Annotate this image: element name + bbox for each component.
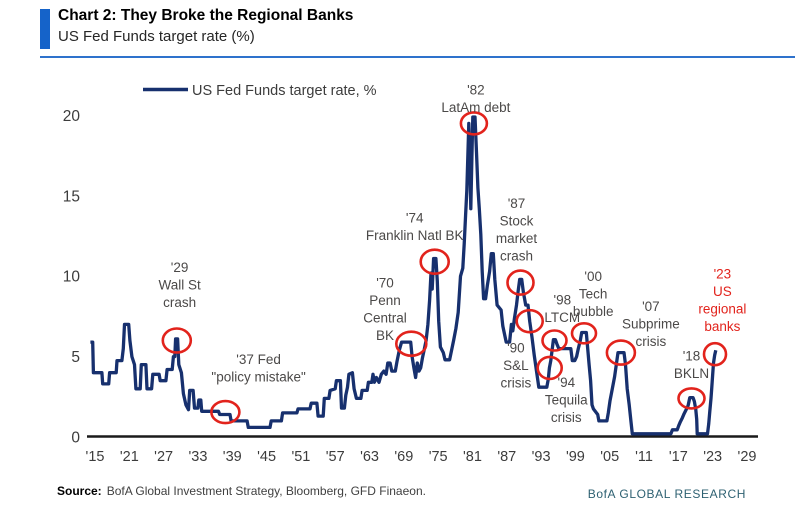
- annotation-text: LatAm debt: [441, 100, 510, 115]
- crisis-circle: [394, 330, 428, 358]
- annotation-text: US: [713, 284, 732, 299]
- crisis-circles: [161, 111, 728, 425]
- fed-funds-rate-line: [90, 115, 718, 436]
- title-accent-bar: [40, 9, 50, 49]
- x-tick-label: '57: [326, 449, 345, 465]
- x-tick-label: '23: [703, 449, 722, 465]
- y-tick-label: 20: [63, 108, 81, 125]
- annotation-text: Tequila: [545, 393, 588, 408]
- annotation-text: '18: [683, 349, 701, 364]
- crisis-circle: [210, 399, 241, 425]
- x-tick-label: '87: [497, 449, 516, 465]
- y-tick-label: 5: [71, 349, 80, 366]
- annotation-text: crash: [500, 248, 533, 263]
- x-tick-label: '69: [394, 449, 413, 465]
- x-tick-label: '99: [566, 449, 585, 465]
- annotation-text: crash: [163, 295, 196, 310]
- x-axis: '15 '21 '27 '33 '39 '45 '51 '57 '63 '69 '75 '81 '87 '…: [86, 449, 757, 465]
- x-tick-label: '75: [429, 449, 448, 465]
- chart-title: Chart 2: They Broke the Regional Banks: [58, 7, 354, 24]
- annotation-text: BK: [376, 328, 394, 343]
- annotation-text: market: [496, 231, 538, 246]
- annotation-text: '74: [406, 210, 424, 225]
- y-tick-label: 0: [71, 430, 80, 447]
- annotation-text: "policy mistake": [211, 369, 306, 384]
- chart-subtitle: US Fed Funds target rate (%): [58, 28, 255, 45]
- crisis-circle: [506, 269, 535, 296]
- x-tick-label: '27: [154, 449, 173, 465]
- x-tick-label: '17: [669, 449, 688, 465]
- crisis-circle: [459, 111, 489, 136]
- crisis-circle: [536, 355, 564, 381]
- x-tick-label: '63: [360, 449, 379, 465]
- annotation-text: crisis: [636, 334, 667, 349]
- annotation-text: crisis: [501, 376, 532, 391]
- y-tick-label: 15: [63, 188, 80, 205]
- annotation-text: '29: [171, 260, 189, 275]
- crisis-circle: [419, 248, 451, 276]
- crisis-annotations: '29 Wall St crash '37 Fed "policy mistake" '7…: [158, 83, 746, 426]
- y-tick-label: 10: [63, 269, 81, 286]
- annotation-text: crisis: [551, 410, 582, 425]
- annotation-text: bubble: [573, 304, 614, 319]
- y-axis: 0 5 10 15 20: [63, 108, 81, 447]
- annotation-text: '98: [554, 292, 572, 307]
- crisis-circle: [541, 329, 568, 352]
- annotation-text: '37 Fed: [236, 352, 281, 367]
- brand-mark: BofA GLOBAL RESEARCH: [587, 487, 746, 501]
- annotation-text: Franklin Natl BK: [366, 228, 464, 243]
- annotation-text: regional: [698, 302, 746, 317]
- crisis-circle: [677, 387, 706, 410]
- source-note: Source: BofA Global Investment Strategy, …: [57, 484, 426, 498]
- annotation-text: LTCM: [544, 310, 580, 325]
- crisis-circle: [515, 308, 545, 334]
- x-tick-label: '15: [86, 449, 105, 465]
- x-tick-label: '05: [600, 449, 619, 465]
- annotation-text: '82: [467, 83, 485, 98]
- annotation-text: Wall St: [158, 278, 201, 293]
- annotation-text: '07: [642, 299, 660, 314]
- source-label: Source:: [57, 484, 102, 498]
- x-tick-label: '29: [738, 449, 757, 465]
- annotation-text: '00: [584, 269, 602, 284]
- x-tick-label: '45: [257, 449, 276, 465]
- annotation-text: S&L: [503, 358, 529, 373]
- crisis-circle: [702, 341, 728, 367]
- x-tick-label: '21: [120, 449, 139, 465]
- legend: US Fed Funds target rate, %: [143, 83, 377, 99]
- x-tick-label: '51: [291, 449, 310, 465]
- x-tick-label: '33: [188, 449, 207, 465]
- x-tick-label: '81: [463, 449, 482, 465]
- annotation-text: '90: [507, 341, 525, 356]
- x-tick-label: '39: [223, 449, 242, 465]
- crisis-circle: [605, 339, 637, 366]
- annotation-text: '87: [508, 196, 526, 211]
- crisis-circle: [570, 321, 598, 345]
- x-tick-label: '93: [532, 449, 551, 465]
- annotation-text: Penn: [369, 293, 401, 308]
- annotation-text: '70: [376, 276, 394, 291]
- x-tick-label: '11: [635, 449, 653, 465]
- source-text: BofA Global Investment Strategy, Bloombe…: [106, 484, 426, 498]
- annotation-text: Central: [363, 311, 407, 326]
- annotation-text: Subprime: [622, 316, 680, 331]
- annotation-text: Tech: [579, 287, 608, 302]
- crisis-circle: [161, 327, 193, 354]
- annotation-text: '23: [714, 267, 732, 282]
- annotation-text: Stock: [500, 213, 534, 228]
- annotation-text: BKLN: [674, 366, 709, 381]
- legend-label: US Fed Funds target rate, %: [192, 83, 377, 99]
- annotation-text: '94: [558, 375, 576, 390]
- annotation-text: banks: [704, 319, 740, 334]
- header-divider-rule: [40, 56, 795, 58]
